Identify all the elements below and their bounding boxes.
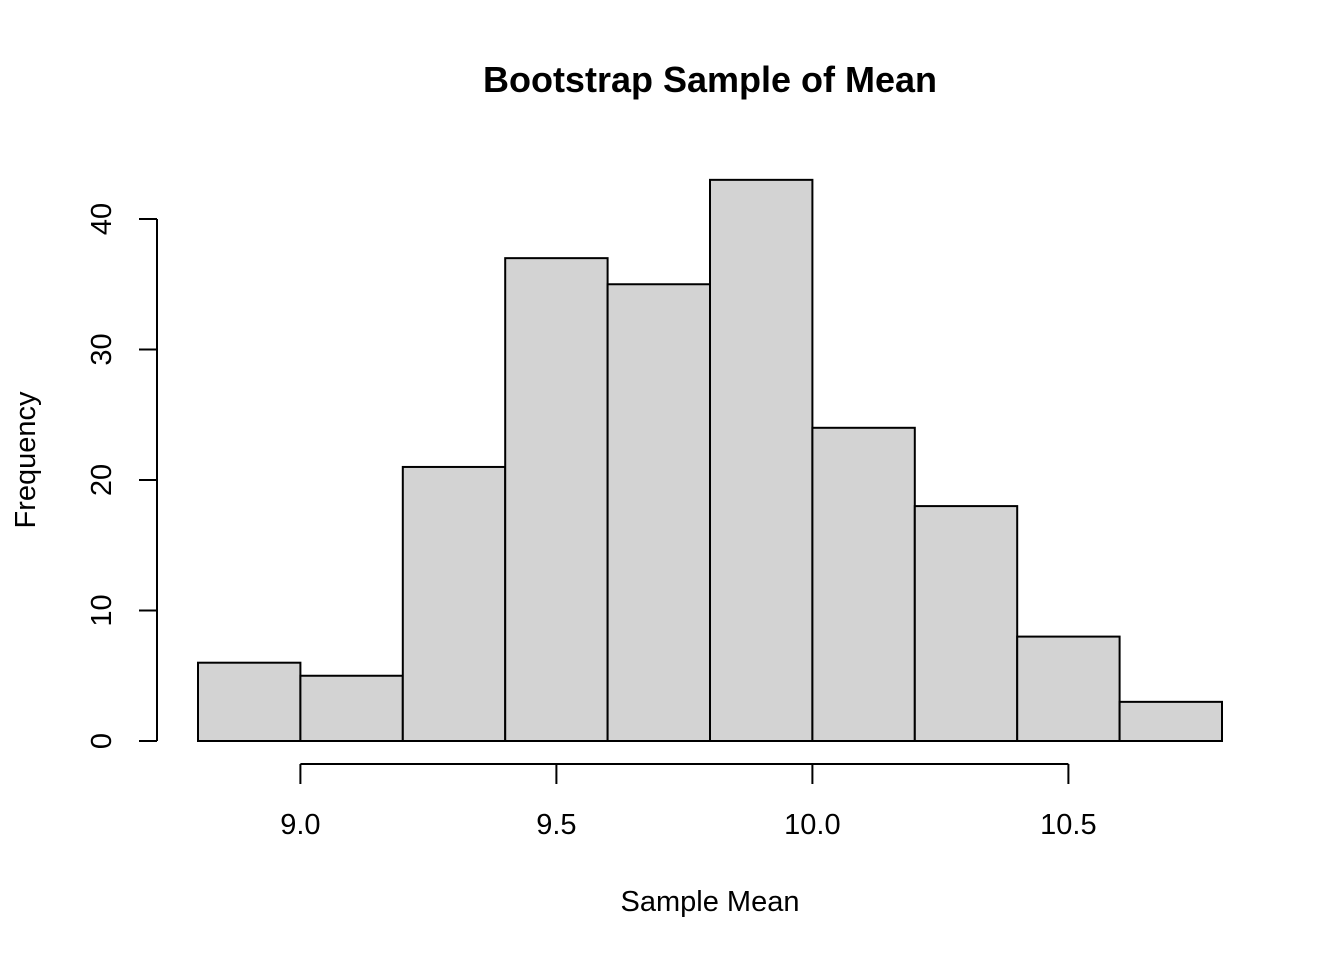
x-tick-label-3: 10.0 [784,809,840,841]
y-axis-title: Frequency [10,391,42,529]
histogram-bar-9 [1016,635,1121,742]
histogram-bar-7 [811,426,916,742]
x-tick-label-4: 10.5 [1040,809,1096,841]
histogram-bar-3 [401,465,507,742]
chart-title: Bootstrap Sample of Mean [483,59,937,100]
histogram-bar-5 [606,283,711,742]
histogram-bars [197,178,1223,743]
y-axis: 0 10 20 30 40 [86,203,158,749]
y-tick-label-4: 30 [86,333,118,365]
y-tick-label-5: 40 [86,203,118,235]
histogram-bar-1 [197,661,302,743]
x-tick-label-1: 9.0 [280,809,320,841]
histogram-bar-10 [1118,700,1223,742]
histogram-bar-2 [299,674,404,742]
x-tick-label-2: 9.5 [536,809,576,841]
y-tick-label-3: 20 [86,464,118,496]
y-tick-label-1: 0 [86,733,118,749]
histogram-bar-8 [913,505,1019,742]
histogram-bar-6 [709,178,814,743]
histogram-bar-4 [504,257,609,742]
x-axis: 9.0 9.5 10.0 10.5 [280,763,1097,841]
y-tick-label-2: 10 [86,594,118,626]
x-axis-title: Sample Mean [621,886,800,918]
